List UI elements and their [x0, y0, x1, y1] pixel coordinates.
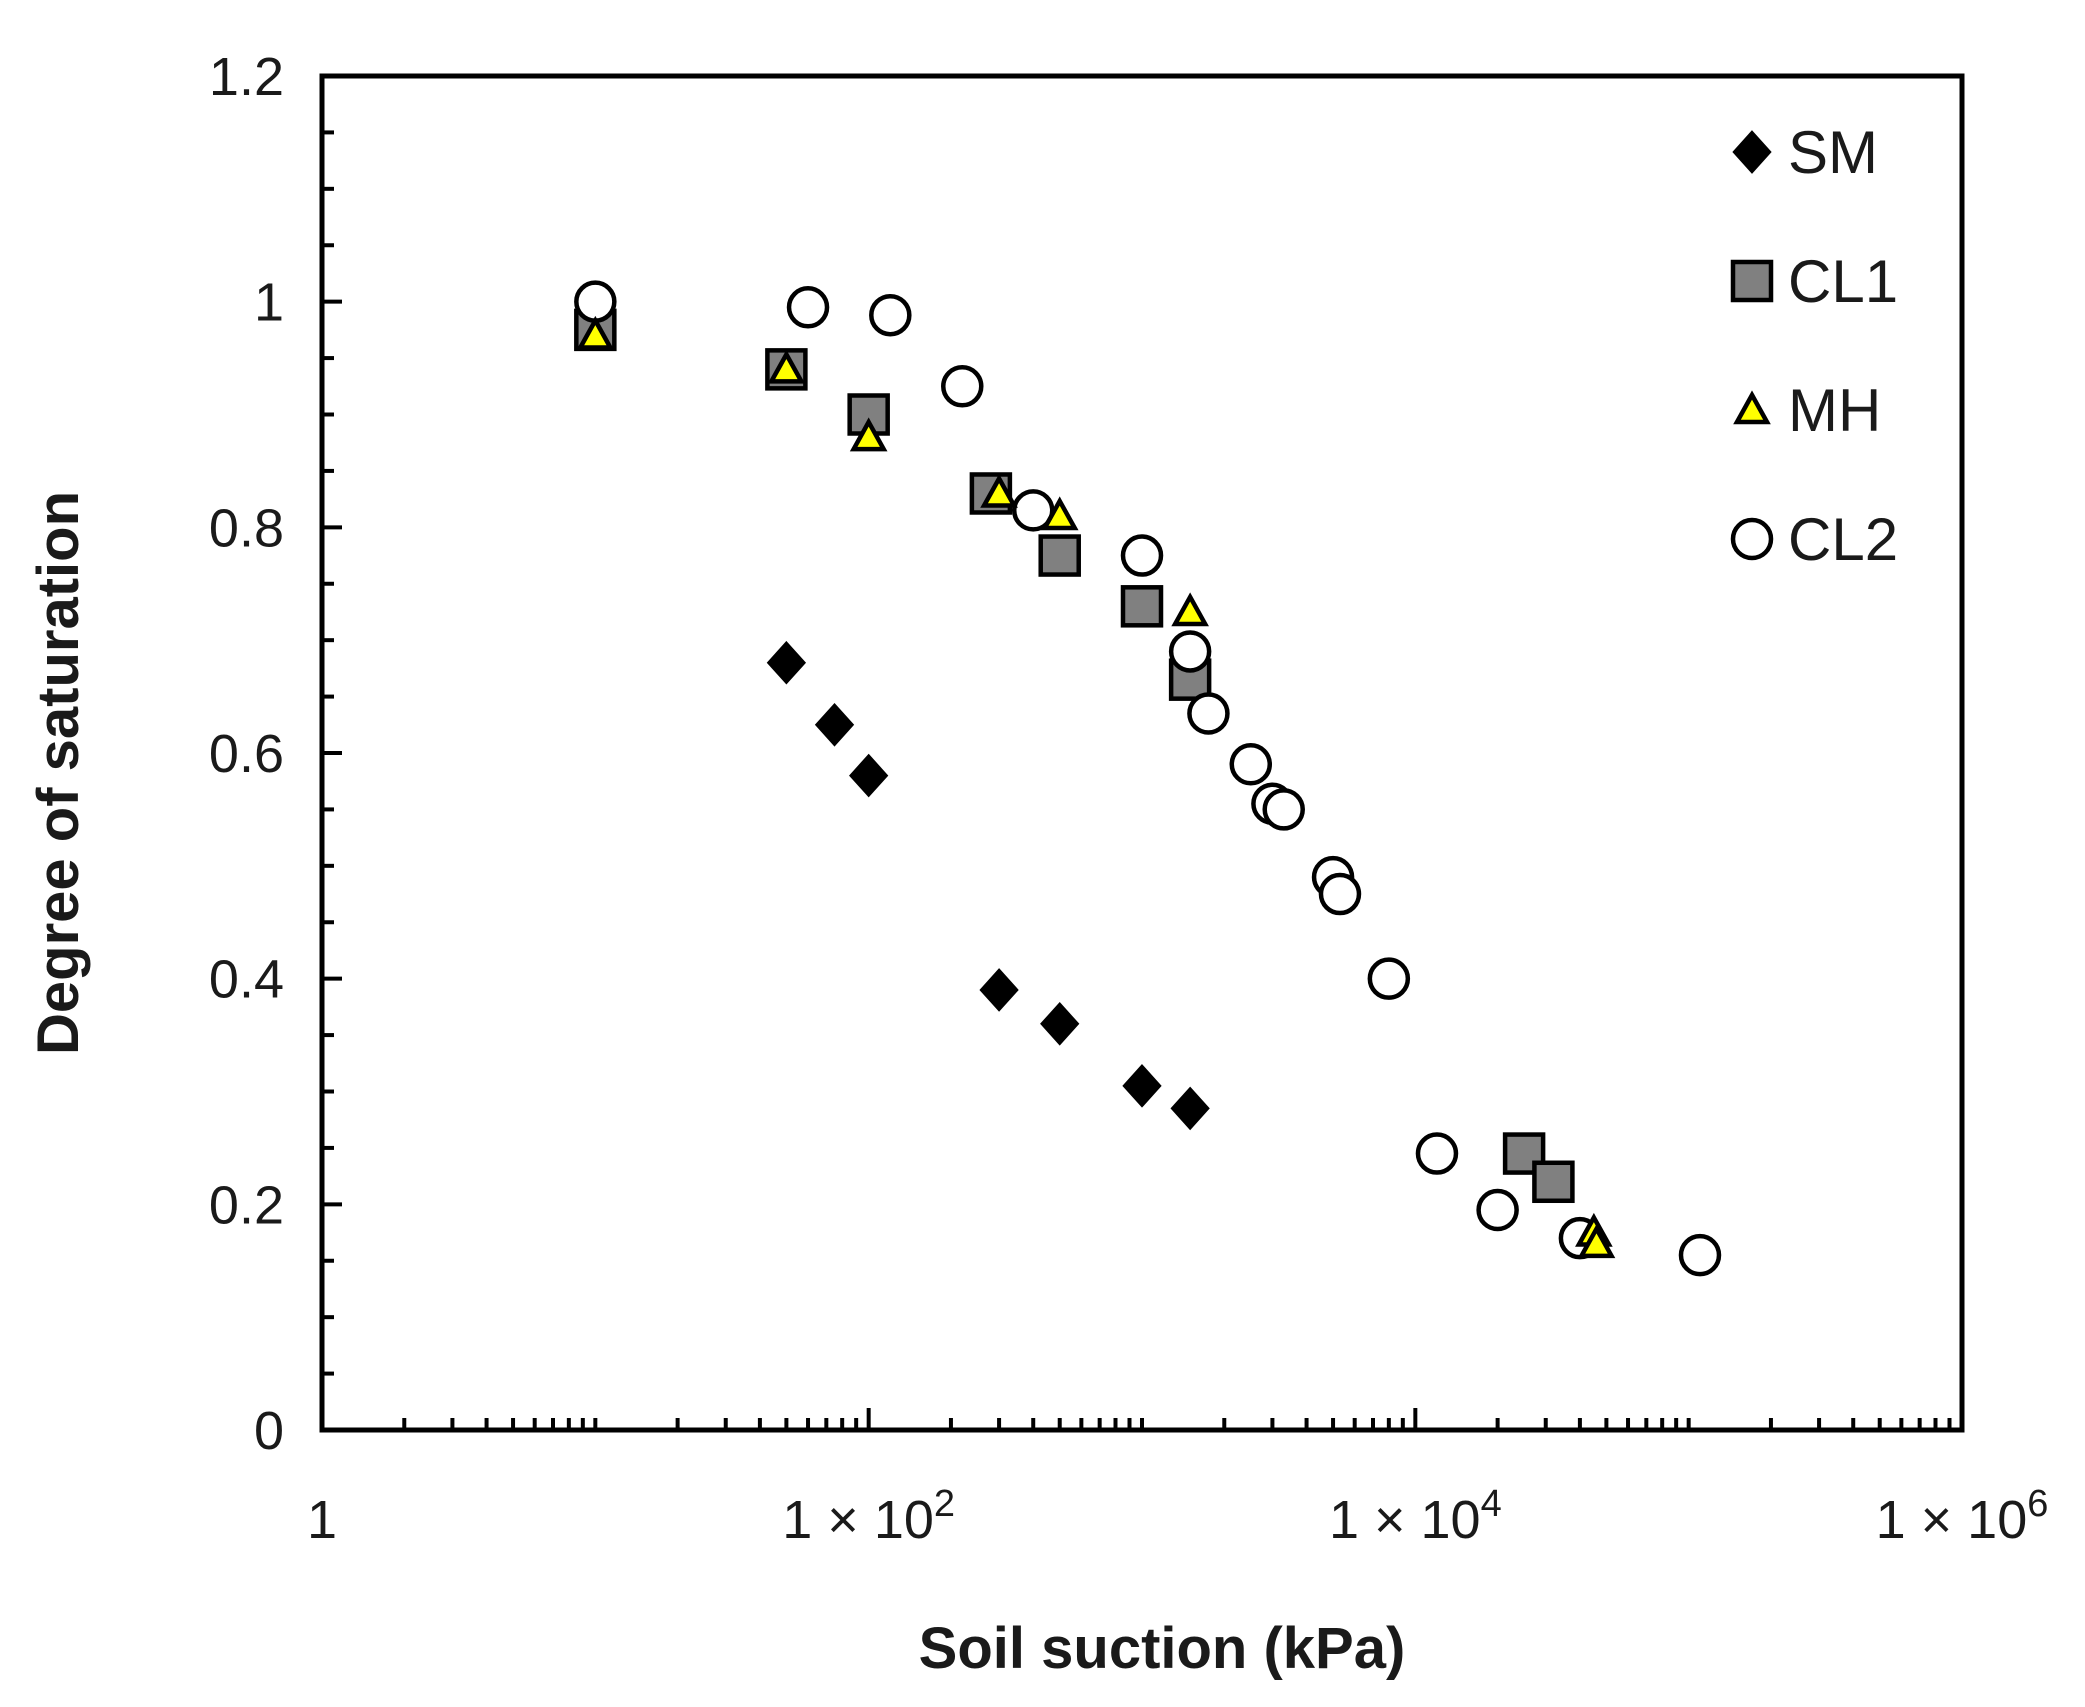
legend: SM CL1 MH CL2 — [1730, 119, 1898, 573]
y-tick-label: 1.2 — [209, 47, 284, 107]
y-tick-label: 1 — [254, 273, 284, 333]
point-cl2 — [1120, 534, 1164, 577]
legend-marker-cl2 — [1730, 517, 1774, 561]
y-tick-label: 0.8 — [209, 498, 284, 558]
point-cl1 — [1532, 1160, 1575, 1204]
x-tick-mantissa: 1 × 10 — [1329, 1490, 1481, 1550]
point-cl2 — [1367, 957, 1411, 1000]
point-cl1 — [1120, 585, 1164, 628]
point-cl2 — [1229, 743, 1273, 786]
point-sm — [849, 753, 889, 798]
point-cl2 — [1187, 692, 1230, 735]
x-axis-title: Soil suction (kPa) — [919, 1616, 1406, 1681]
point-mh — [767, 349, 806, 384]
y-tick-label: 0.6 — [209, 724, 284, 784]
point-cl2 — [1678, 1233, 1722, 1277]
point-cl1 — [1038, 534, 1081, 577]
point-mh — [576, 315, 615, 350]
point-cl2 — [1168, 630, 1212, 673]
point-mh — [1040, 496, 1079, 531]
legend-label-sm: SM — [1788, 119, 1878, 186]
x-tick-label: 1 × 106 — [1876, 1483, 2049, 1550]
x-tick-label: 1 × 104 — [1329, 1483, 1502, 1550]
x-tick-mantissa: 1 — [307, 1490, 337, 1550]
point-mh — [980, 473, 1018, 508]
point-sm — [979, 968, 1019, 1012]
point-sm — [766, 640, 807, 685]
point-cl2 — [1415, 1132, 1459, 1175]
legend-marker-mh — [1733, 390, 1771, 425]
data-points — [574, 280, 1722, 1277]
tick-labels: 00.20.40.60.811.21 1 × 102 1 × 104 1 × 106 — [209, 47, 2048, 1550]
legend-label-mh: MH — [1788, 377, 1881, 444]
point-sm — [814, 702, 855, 747]
point-cl2 — [574, 280, 617, 323]
x-tick-label: 1 — [307, 1490, 337, 1550]
point-mh — [1171, 592, 1209, 627]
x-tick-exponent: 6 — [2027, 1483, 2048, 1525]
ticks — [320, 74, 1964, 1432]
x-tick-mantissa: 1 × 10 — [1876, 1490, 2028, 1550]
point-cl2 — [869, 293, 912, 337]
legend-marker-sm — [1732, 130, 1772, 174]
x-tick-mantissa: 1 × 10 — [782, 1490, 934, 1550]
point-cl2 — [1318, 872, 1362, 916]
point-sm — [1170, 1086, 1210, 1131]
point-cl2 — [1262, 788, 1305, 831]
x-tick-exponent: 2 — [934, 1483, 955, 1525]
legend-label-cl1: CL1 — [1788, 248, 1898, 315]
x-tick-label: 1 × 102 — [782, 1483, 955, 1550]
point-cl2 — [1476, 1188, 1519, 1232]
point-sm — [1040, 1001, 1080, 1046]
point-mh — [849, 417, 888, 452]
x-tick-exponent: 4 — [1481, 1483, 1502, 1525]
legend-marker-cl1 — [1730, 259, 1774, 303]
point-mh — [1577, 1224, 1616, 1259]
y-tick-label: 0.2 — [209, 1175, 284, 1235]
legend-label-cl2: CL2 — [1788, 506, 1898, 573]
axes — [319, 73, 1965, 1433]
y-axis-title: Degree of saturation — [26, 491, 91, 1055]
point-sm — [1122, 1064, 1162, 1108]
point-cl2 — [786, 286, 830, 329]
y-tick-label: 0.4 — [209, 950, 284, 1010]
point-cl2 — [941, 365, 984, 408]
plot-frame — [319, 73, 1965, 1433]
y-tick-label: 0 — [254, 1401, 284, 1461]
